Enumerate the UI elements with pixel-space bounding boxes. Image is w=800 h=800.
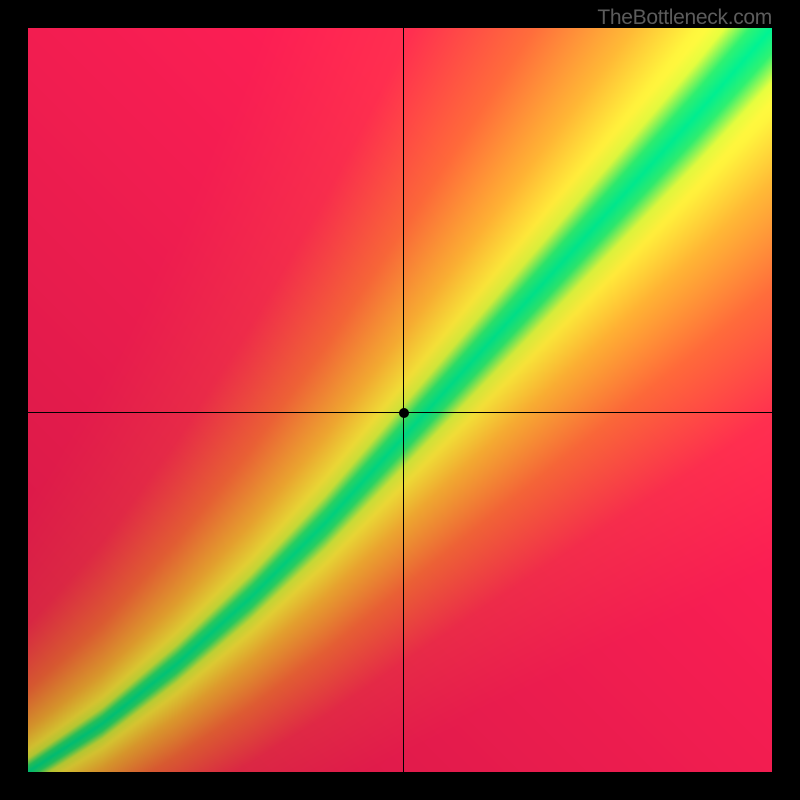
heatmap-canvas bbox=[28, 28, 772, 772]
crosshair-vertical bbox=[403, 28, 404, 772]
watermark-text: TheBottleneck.com bbox=[597, 6, 772, 30]
crosshair-marker bbox=[399, 408, 409, 418]
plot-area bbox=[28, 28, 772, 772]
